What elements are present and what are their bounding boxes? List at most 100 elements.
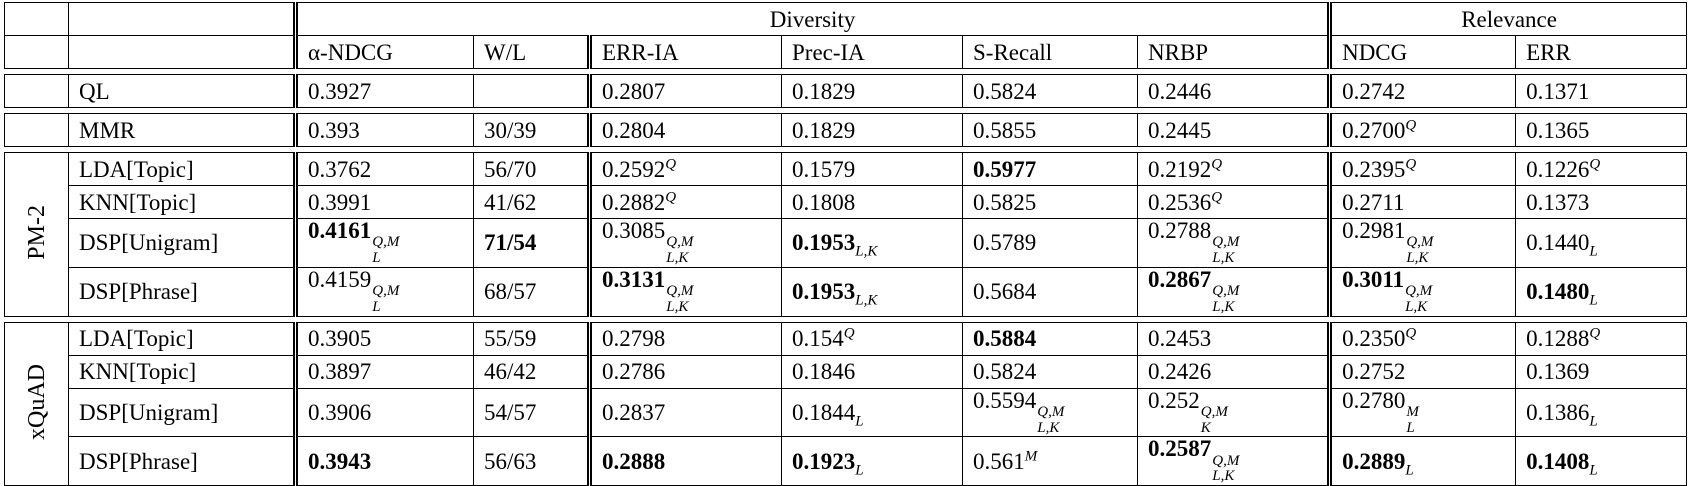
subscript: L,K [666,298,689,315]
value-cell: 41/62 [473,185,592,219]
value-cell: 0.252 Q,M K [1136,387,1333,438]
value: 0.2445 [1148,117,1212,143]
value-cell: 0.2804 [589,113,782,147]
value-cell: 0.2882Q [589,185,782,219]
superscript: Q,M [1212,234,1240,251]
column-header: α-NDCG [295,35,474,69]
value-cell: 0.393 [295,113,474,147]
method-name: LDA[Topic] [68,152,298,186]
value-cell: 0.2587 Q,M L,K [1136,436,1333,486]
section-label-cell: PM-2 [4,152,69,317]
value-cell: 0.1846 [781,354,963,389]
sup-sub: Q,M L [372,283,399,316]
value: 0.1386 [1526,399,1590,425]
value: 0.252 [1148,387,1200,413]
value: 0.2888 [602,448,666,474]
value-cell: 0.1953L,K [781,266,963,317]
sup-sub: Q,M L,K [1037,404,1064,437]
value-cell: 0.3085 Q,M L,K [589,218,782,268]
value: 0.2587 [1148,436,1212,462]
value-cell: 0.2453 [1136,321,1333,356]
value-cell: 0.3762 [295,152,474,186]
sup-sub: Q,M L,K [1405,283,1432,316]
value-cell: 46/42 [473,354,592,389]
subscript: K [1200,419,1211,436]
value: 0.1440 [1526,230,1590,256]
value-cell: 0.2780 M L [1329,387,1517,438]
value: 0.2192 [1148,156,1212,182]
value: 0.1953 [792,279,856,305]
table-row: KNN[Topic] 0.3897 46/42 0.2786 0.1846 0.5824 0… [5,354,1688,389]
value: 0.5824 [973,78,1037,104]
value-cell: 0.561M [962,436,1138,486]
method-name: KNN[Topic] [68,354,298,389]
sup-sub: Q,M L,K [1212,453,1239,486]
value-cell: 0.3943 [295,436,474,486]
superscript: Q,M [1200,403,1228,420]
value-cell: 0.3991 [295,185,474,219]
value: 0.2446 [1148,78,1212,104]
value-cell: 0.2837 [589,387,782,438]
method-name: DSP[Unigram] [68,218,298,268]
value-cell: 0.5977 [962,152,1138,186]
group-header: Diversity [294,2,1333,36]
value: 0.1408 [1526,448,1590,474]
value: 0.2742 [1342,78,1406,104]
value: 0.2426 [1148,359,1212,384]
value-cell: 30/39 [473,113,592,147]
method-name: QL [68,74,298,108]
value: 46/42 [484,359,537,384]
subscript: L,K [1037,419,1060,436]
value: 0.3927 [308,78,372,104]
subscript: L,K [855,292,878,309]
subscript: L [1589,413,1598,430]
value: 0.3991 [308,189,372,215]
value: 30/39 [484,117,537,143]
value: 0.1480 [1526,279,1590,305]
value-cell: 0.5825 [962,185,1138,219]
value-cell: 0.5684 [962,266,1138,317]
value-cell: 0.2867 Q,M L,K [1136,266,1333,317]
corner-cell [68,2,298,36]
value-cell: 0.2592Q [589,152,782,186]
section-label-cell: xQuAD [4,321,69,486]
value: 0.3906 [308,399,372,425]
value: 0.5855 [973,117,1037,143]
page: Diversity Relevance α-NDCG W/L ERR-IA Prec-IA… [4,2,1688,486]
value: 0.4161 [308,218,372,243]
section-label: xQuAD [23,363,50,440]
value: 0.2700 [1342,117,1406,143]
value: 0.1579 [792,156,856,182]
corner-cell [68,35,298,69]
column-header: NDCG [1329,35,1517,69]
value: 0.1923 [792,448,856,474]
value: 0.1373 [1526,189,1590,215]
superscript: Q [1405,116,1417,133]
subscript: L [855,413,864,430]
value-cell: 0.1808 [781,185,963,219]
value: 0.2395 [1342,156,1406,182]
value-cell: 0.2711 [1329,185,1517,219]
column-header: W/L [473,35,592,69]
sup-sub: Q,M L,K [1212,283,1239,316]
value: 0.2807 [602,78,666,104]
value: 0.1369 [1526,359,1590,384]
header-row: Diversity Relevance [4,2,1688,36]
value-cell: 0.5824 [962,74,1138,108]
superscript: M [1406,403,1419,420]
value-cell: 0.3927 [295,74,474,108]
value-cell: 0.1408L [1515,436,1688,486]
method-name: LDA[Topic] [68,321,298,356]
superscript: Q,M [1406,234,1434,251]
value-cell: 56/70 [473,152,592,186]
value-cell: 0.2350Q [1329,321,1517,356]
value: 41/62 [484,189,537,215]
column-header: ERR [1515,35,1688,69]
value: 0.1846 [792,359,856,384]
value-cell: 0.2192Q [1136,152,1333,186]
superscript: Q [1405,325,1417,342]
value: 0.2981 [1342,218,1406,243]
corner-cell [4,2,69,36]
superscript: Q [665,188,677,205]
value: 0.2889 [1342,448,1406,474]
